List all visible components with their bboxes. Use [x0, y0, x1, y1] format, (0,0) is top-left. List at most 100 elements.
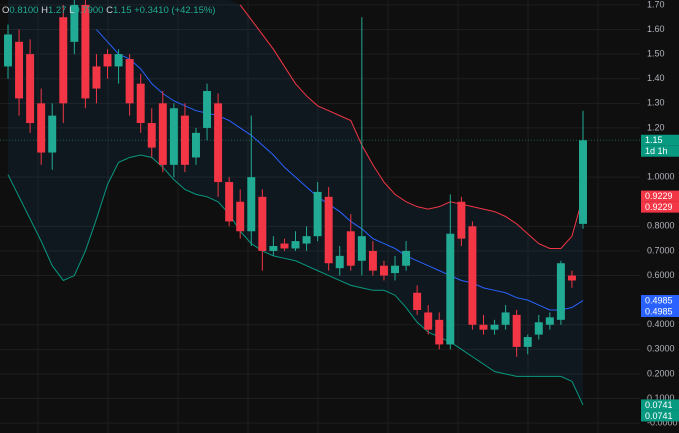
header-change: +0.3410 (+42.15%) — [134, 5, 215, 16]
candle-body — [457, 201, 466, 239]
candle-body — [313, 191, 322, 237]
price-label: 0.9229 — [645, 202, 673, 212]
candle-body — [258, 196, 267, 251]
candle-body — [545, 317, 554, 325]
price-label: 0.0741 — [645, 400, 673, 410]
candle-body — [114, 54, 123, 67]
candle-body — [37, 103, 46, 153]
header-value: 0.7900 — [74, 5, 103, 16]
candle-body — [247, 177, 256, 232]
price-label-box — [641, 201, 679, 213]
candle-body — [26, 54, 35, 124]
price-label-box — [641, 134, 679, 146]
y-tick-label: 1.40 — [647, 73, 665, 83]
grid — [0, 0, 640, 433]
candle-body — [92, 66, 101, 89]
candle-body — [4, 34, 12, 67]
band-area — [8, 0, 583, 405]
candle-body — [180, 115, 189, 165]
header-key: C — [106, 5, 113, 16]
candles — [4, 0, 587, 357]
y-tick-label: 0.3000 — [647, 344, 675, 354]
price-label-box — [641, 190, 679, 202]
candle-body — [424, 312, 433, 330]
candle-body — [501, 312, 510, 325]
price-label-box — [641, 295, 679, 307]
price-label: 0.0741 — [645, 411, 673, 421]
candle-body — [324, 196, 333, 264]
candle-body — [280, 243, 289, 249]
y-tick-label: 1.30 — [647, 98, 665, 108]
candle-body — [567, 275, 576, 281]
price-label-box — [641, 306, 679, 318]
candle-body — [158, 103, 167, 165]
candle-body — [48, 115, 57, 153]
candle-body — [534, 322, 543, 335]
y-tick-label: 0.2000 — [647, 368, 675, 378]
candle-body — [446, 233, 455, 345]
candle-body — [335, 255, 344, 269]
y-tick-label: 1.0000 — [647, 172, 675, 182]
ohlc-header: O0.8100 H1.27 L0.7900 C1.15 +0.3410 (+42… — [2, 5, 215, 16]
candle-body — [490, 324, 499, 330]
header-key: O — [2, 5, 9, 16]
y-tick-label: 0.8000 — [647, 221, 675, 231]
candle-body — [125, 59, 134, 104]
band-fill — [8, 0, 583, 405]
header-key: L — [69, 5, 74, 16]
price-label: 0.4985 — [645, 295, 673, 305]
candle-body — [479, 324, 488, 330]
price-label-box — [641, 399, 679, 411]
candle-body — [236, 201, 245, 232]
candle-body — [192, 132, 200, 158]
y-tick-label: 1.60 — [647, 24, 665, 34]
candle-body — [579, 140, 587, 224]
header-value: 1.15 — [113, 5, 132, 16]
y-tick-label: 1.70 — [647, 0, 665, 9]
price-label: 1.15 — [645, 135, 663, 145]
y-tick-label: 0.6000 — [647, 270, 675, 280]
y-tick-label: 0.4000 — [647, 319, 675, 329]
candle-body — [136, 83, 145, 124]
y-tick-label: -0.0000 — [647, 418, 678, 428]
candle-body — [413, 292, 422, 310]
price-label: 1d 1h — [645, 146, 668, 156]
candle-body — [512, 314, 521, 347]
candle-body — [147, 123, 156, 148]
price-axis: 1.70 1.60 1.50 1.40 1.30 1.20 1.0000 0.8000 0.70… — [647, 0, 678, 428]
bands — [7, 4, 584, 406]
candle-body — [523, 337, 532, 347]
header-key: H — [41, 5, 48, 16]
candle-body — [391, 265, 399, 274]
band-line — [96, 29, 584, 311]
header-value: 1.27 — [48, 5, 67, 16]
candle-body — [81, 4, 90, 99]
candle-body — [346, 231, 355, 266]
candle-body — [214, 103, 223, 183]
candle-body — [103, 54, 112, 67]
candle-body — [225, 182, 234, 222]
price-label-box — [641, 410, 679, 422]
candle-body — [357, 236, 366, 261]
y-tick-label: 1.50 — [647, 49, 665, 59]
candle-body — [269, 246, 278, 251]
candle-body — [435, 319, 444, 345]
band-line — [239, 4, 584, 249]
y-tick-label: 0.7000 — [647, 245, 675, 255]
candle-body — [169, 108, 178, 165]
price-label: 0.4985 — [645, 306, 673, 316]
candle-body — [203, 91, 212, 128]
y-tick-label: 0.1000 — [647, 393, 675, 403]
candle-body — [402, 250, 411, 266]
price-label: 0.9229 — [645, 191, 673, 201]
band-line — [7, 154, 584, 406]
candle-body — [291, 241, 300, 249]
header-value: 0.8100 — [9, 5, 38, 16]
candle-body — [302, 236, 311, 244]
candle-body — [59, 17, 68, 104]
candle-body — [556, 263, 565, 320]
